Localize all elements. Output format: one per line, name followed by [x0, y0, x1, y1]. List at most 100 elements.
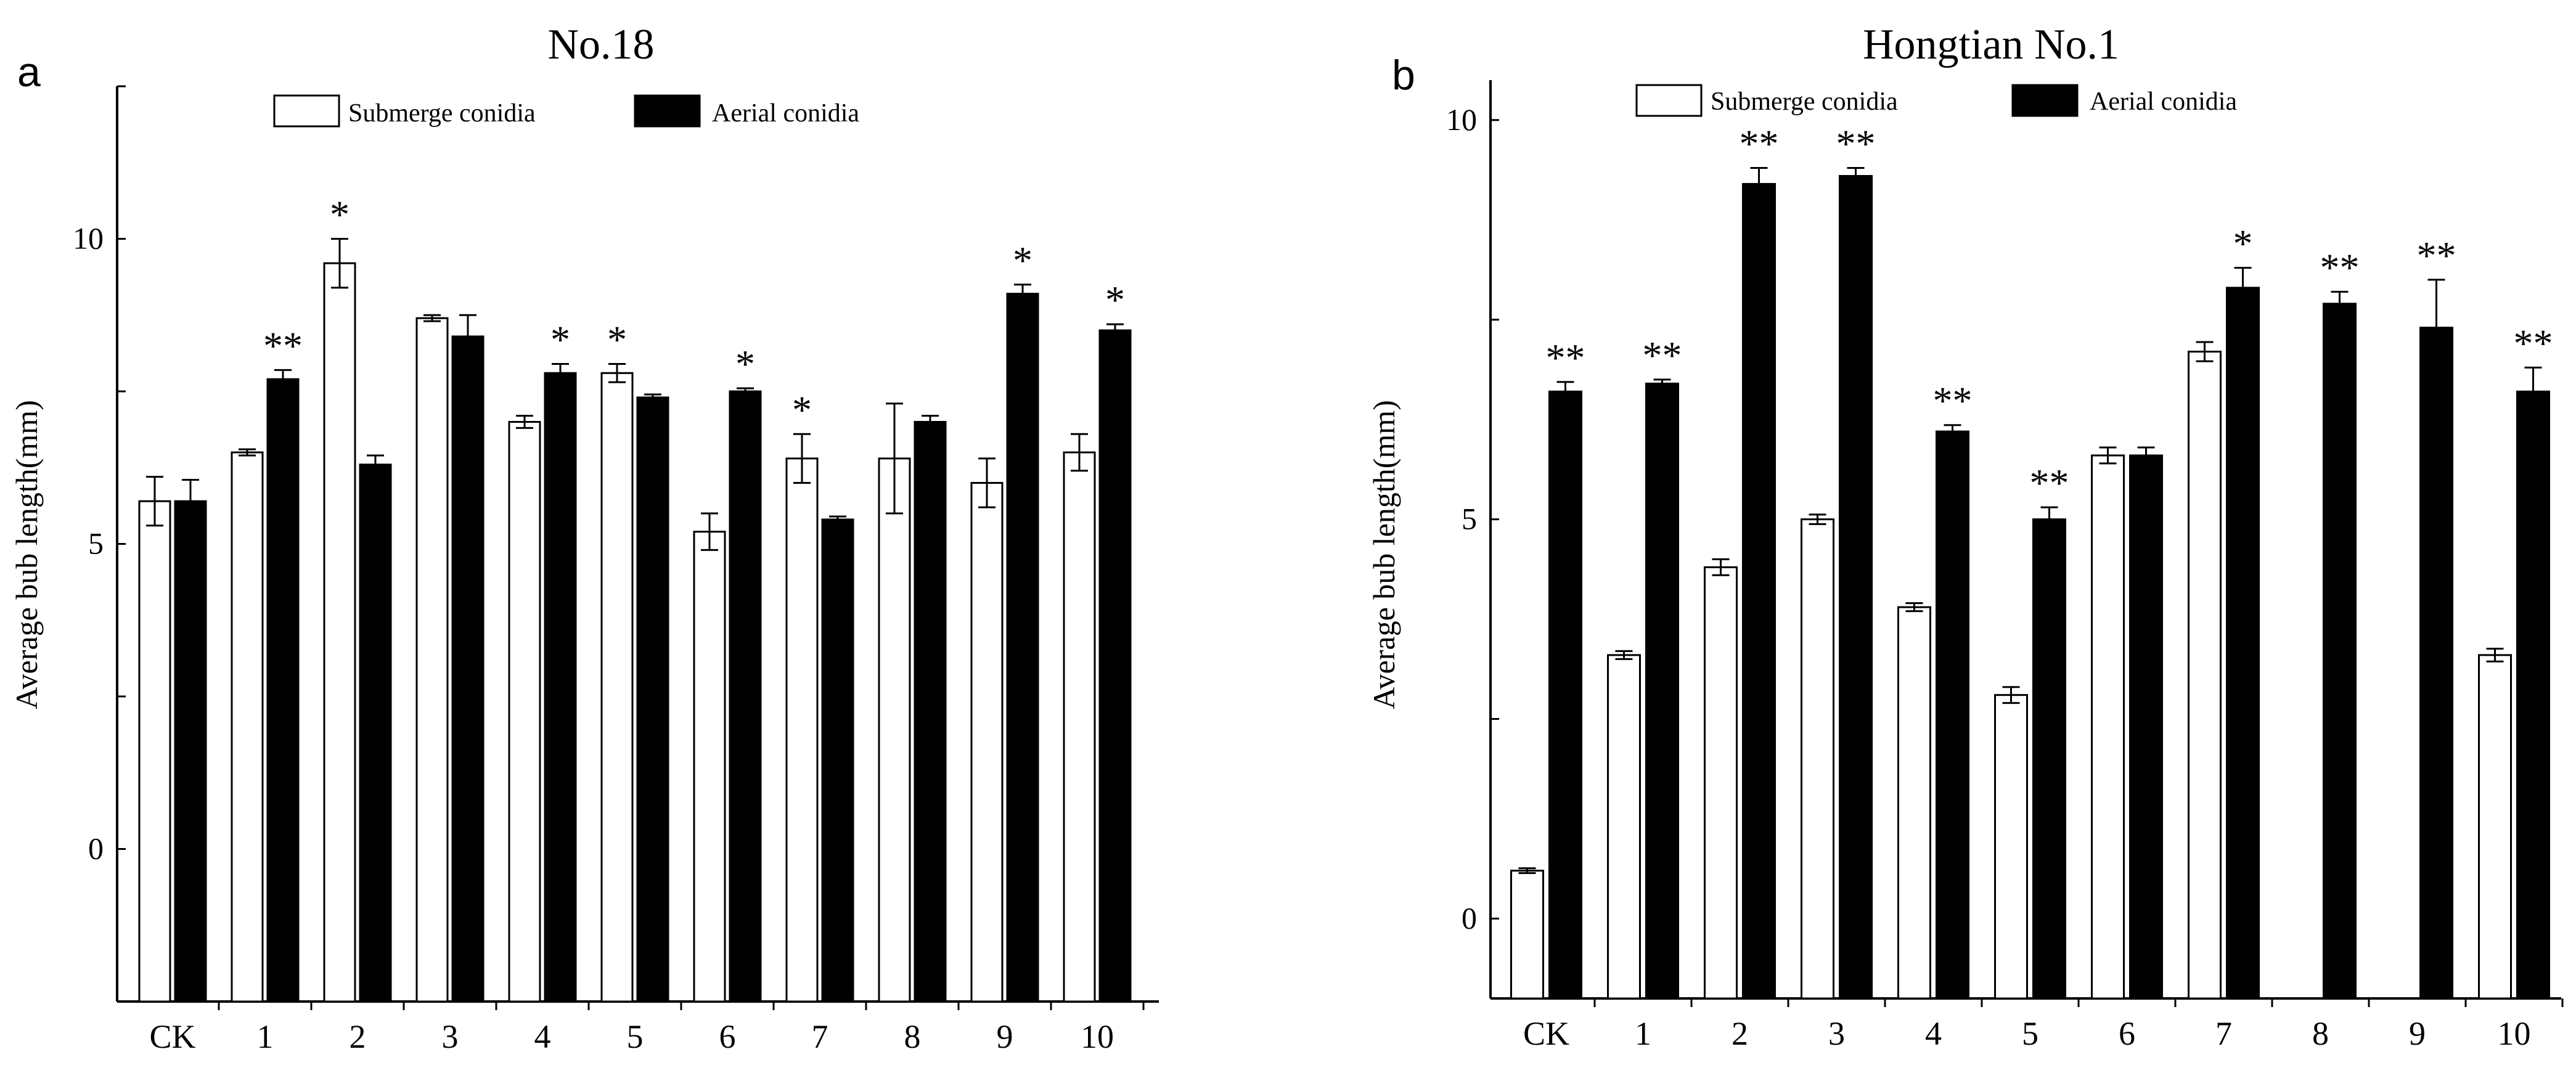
panel-b-xtick-label: 4	[1925, 1015, 1942, 1052]
panel-b-xtick-label: 8	[2312, 1015, 2329, 1052]
panel-b-legend: Submerge conidia Aerial conidia	[1635, 84, 2237, 117]
panel-b-x-ticks: CK 1 2 3 4 5 6 7 8 9 10	[1523, 998, 2564, 1052]
panel-a-bar-submerge	[1063, 451, 1096, 1003]
panel-a-xtick-label: 9	[997, 1018, 1013, 1055]
panel-a-bar-aerial	[729, 390, 762, 1003]
panel-a-significance-marker: *	[607, 317, 627, 361]
panel-a-significance-marker: *	[1105, 278, 1125, 322]
panel-a-xtick-label: 7	[812, 1018, 828, 1055]
panel-a-xtick-label: 4	[534, 1018, 551, 1055]
panel-b-bar-aerial	[1645, 382, 1679, 1000]
panel-a-legend: Submerge conidia Aerial conidia	[273, 94, 859, 128]
panel-a-title: No.18	[547, 21, 654, 68]
panel-a-significance-marker: *	[735, 342, 755, 386]
panel-a-bar-submerge	[878, 457, 911, 1003]
panel-a-bar-aerial	[1098, 329, 1132, 1003]
panel-a-bar-submerge	[231, 451, 264, 1003]
panel-b-significance-marker: **	[1836, 122, 1876, 166]
panel-b-ytick-label: 5	[1462, 502, 1477, 536]
panel-a-bar-aerial	[636, 396, 669, 1003]
panel-a-xtick-label: 6	[719, 1018, 736, 1055]
panel-b-bar-submerge	[1994, 694, 2028, 1000]
panel-a-bar-submerge	[600, 372, 634, 1003]
panel-a-bars: **** *****	[138, 193, 1132, 1003]
panel-a-bar-submerge	[508, 421, 541, 1003]
panel-a-xtick-label: 10	[1081, 1018, 1114, 1055]
panel-a-x-ticks: CK 1 2 3 4 5 6 7 8 9 10	[149, 1002, 1145, 1055]
panel-a-significance-marker: **	[263, 324, 303, 367]
panel-b-significance-marker: **	[2514, 321, 2553, 365]
panel-b-bar-submerge	[2478, 654, 2512, 1000]
panel-b-significance-marker: **	[1546, 336, 1585, 380]
panel-b-legend-swatch-submerge	[1635, 84, 1703, 117]
panel-b-bar-aerial	[2516, 390, 2550, 1000]
panel-b-legend-label-aerial: Aerial conidia	[2090, 88, 2237, 116]
panel-a-legend-swatch-submerge	[273, 94, 340, 128]
panel-b-bar-submerge	[1704, 566, 1738, 1000]
panel-a-bar-submerge	[970, 482, 1004, 1003]
panel-a-bar-aerial	[451, 335, 485, 1003]
panel-a-ytick-label: 10	[73, 221, 104, 256]
panel-b-bar-submerge	[2091, 454, 2125, 1000]
panel-b-significance-marker: **	[2030, 461, 2069, 505]
panel-b-legend-label-submerge: Submerge conidia	[1711, 88, 1898, 116]
panel-b-xtick-label: 10	[2498, 1015, 2531, 1052]
panel-b: b Hongtian No.1 Average bub length(mm) S…	[1367, 21, 2564, 1052]
panel-a-bar-aerial	[1006, 293, 1039, 1003]
panel-a-significance-marker: *	[550, 317, 570, 361]
panel-a-letter: a	[17, 49, 41, 96]
panel-a-ytick-label: 0	[88, 831, 104, 866]
panel-a-bar-submerge	[138, 500, 171, 1003]
panel-a-y-ticks: 0 5 10	[73, 85, 126, 1003]
panel-b-xtick-label: 7	[2215, 1015, 2232, 1052]
panel-b-bar-submerge	[1897, 606, 1931, 1000]
panel-b-title: Hongtian No.1	[1863, 21, 2119, 68]
panel-a-xtick-label: 3	[442, 1018, 459, 1055]
panel-a-bar-aerial	[359, 463, 392, 1003]
panel-a-bar-submerge	[785, 457, 819, 1003]
panel-a-xtick-label: 1	[257, 1018, 274, 1055]
panel-a-bar-submerge	[415, 317, 449, 1003]
panel-b-letter: b	[1392, 52, 1415, 99]
panel-b-ylabel: Average bub length(mm)	[1367, 400, 1401, 709]
panel-a-legend-label-aerial: Aerial conidia	[712, 99, 859, 128]
panel-b-significance-marker: **	[1740, 122, 1779, 166]
panel-b-bars: ** **** ********* ****	[1510, 122, 2553, 1000]
panel-a-xtick-label: 5	[627, 1018, 644, 1055]
panel-a-ylabel: Average bub length(mm)	[9, 400, 44, 709]
panel-b-xtick-label: 9	[2409, 1015, 2426, 1052]
panel-a-bar-aerial	[821, 518, 854, 1003]
panel-a-bar-submerge	[693, 531, 726, 1003]
panel-a-bar-aerial	[544, 372, 577, 1003]
panel-b-xtick-label: 3	[1828, 1015, 1845, 1052]
panel-b-xtick-label: 5	[2022, 1015, 2038, 1052]
panel-b-bar-aerial	[1742, 182, 1776, 1000]
panel-b-bar-aerial	[2323, 303, 2357, 1000]
panel-b-ytick-label: 10	[1446, 102, 1477, 137]
panel-b-bar-submerge	[1510, 870, 1544, 1000]
panel-b-bar-aerial	[1839, 174, 1873, 1000]
panel-b-xtick-label: 2	[1732, 1015, 1748, 1052]
panel-a-significance-marker: *	[1013, 239, 1032, 282]
panel-b-significance-marker: *	[2233, 221, 2253, 265]
panel-a-ytick-label: 5	[88, 526, 104, 561]
panel-b-bar-aerial	[2226, 287, 2260, 1000]
panel-b-bar-submerge	[1607, 654, 1641, 1000]
panel-a-legend-label-submerge: Submerge conidia	[348, 99, 536, 128]
panel-b-bar-aerial	[2032, 518, 2066, 1000]
panel-b-bar-submerge	[2188, 351, 2222, 1000]
panel-b-significance-marker: **	[2417, 234, 2456, 277]
panel-b-bar-aerial	[1936, 430, 1969, 1000]
panel-a-bar-aerial	[174, 500, 207, 1003]
panel-a-xtick-label: 2	[350, 1018, 366, 1055]
panel-a-bar-submerge	[323, 262, 356, 1003]
panel-b-bar-aerial	[2129, 454, 2163, 1000]
panel-b-xtick-label: 1	[1635, 1015, 1651, 1052]
panel-a-xtick-label: CK	[149, 1018, 195, 1055]
panel-a-xtick-label: 8	[904, 1018, 921, 1055]
panel-a-significance-marker: *	[792, 388, 812, 431]
panel-b-ytick-label: 0	[1462, 900, 1477, 935]
panel-b-legend-swatch-aerial	[2011, 84, 2079, 117]
panel-a-bar-aerial	[266, 378, 300, 1003]
panel-a: a No.18 Average bub length(mm) Submerge …	[9, 21, 1159, 1055]
